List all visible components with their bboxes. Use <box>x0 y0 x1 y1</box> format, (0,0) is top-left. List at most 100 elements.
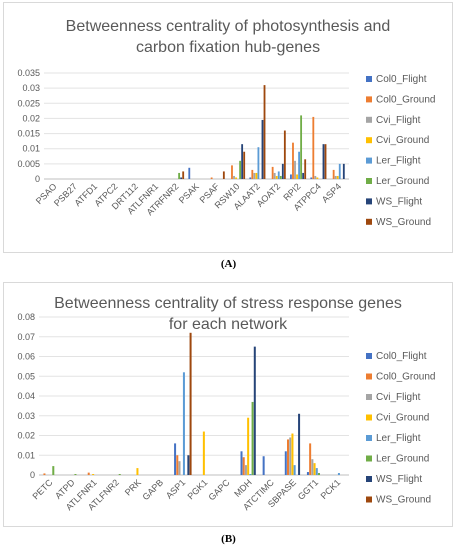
bar <box>182 372 185 475</box>
bar <box>243 151 246 179</box>
bar <box>289 437 292 475</box>
bar <box>247 417 250 475</box>
bar <box>298 413 301 475</box>
chart-title-line1: Betweenness centrality of stress respons… <box>54 295 402 312</box>
bar <box>241 144 244 179</box>
bar <box>255 172 258 179</box>
chart-title-line2: carbon fixation hub-genes <box>135 39 321 56</box>
x-tick-label: GAPB <box>140 477 165 502</box>
legend-label: Ler_Ground <box>376 176 429 187</box>
legend-swatch <box>366 198 372 205</box>
y-tick-label: 0.005 <box>17 159 40 169</box>
bar <box>271 166 274 179</box>
y-tick-label: 0.05 <box>17 371 35 381</box>
bar <box>337 473 340 475</box>
bar <box>290 174 292 179</box>
x-tick-label: PETC <box>30 477 54 501</box>
x-tick-label: PGK1 <box>185 477 209 501</box>
bar <box>342 163 345 179</box>
legend-label: Ler_Ground <box>376 454 429 465</box>
bar <box>318 473 321 475</box>
bar <box>174 443 177 475</box>
y-tick-label: 0.07 <box>17 332 35 342</box>
legend-swatch <box>366 476 372 482</box>
legend-swatch <box>366 435 372 441</box>
bar <box>43 473 46 475</box>
bar <box>231 165 233 179</box>
legend-swatch <box>366 455 372 462</box>
legend-label: Cvi_Flight <box>376 115 421 126</box>
bar <box>178 461 181 475</box>
x-tick-label: ASP1 <box>164 477 187 500</box>
y-tick-label: 0.01 <box>22 144 40 154</box>
legend-label: WS_Flight <box>376 474 422 485</box>
x-tick-label: PCK1 <box>319 477 343 501</box>
chart-title-line2: for each network <box>168 316 288 333</box>
bar <box>306 472 309 475</box>
bar <box>311 459 314 475</box>
y-tick-label: 0.02 <box>17 431 35 441</box>
chart-title-line1: Betweenness centrality of photosynthesis… <box>65 18 391 35</box>
y-tick-label: 0.01 <box>17 450 35 460</box>
bar <box>309 443 312 475</box>
y-tick-label: 0.025 <box>17 98 40 108</box>
y-tick-label: 0.035 <box>17 68 40 78</box>
bar <box>294 160 296 179</box>
bar <box>262 456 265 475</box>
bar <box>251 169 254 179</box>
legend-label: Col0_Ground <box>376 372 435 383</box>
bar <box>277 171 280 179</box>
x-tick-label: GGT1 <box>296 477 320 501</box>
bar <box>279 175 282 179</box>
bar <box>275 175 278 179</box>
bar <box>291 433 294 475</box>
bar <box>188 167 191 179</box>
bar <box>235 177 237 179</box>
bar <box>87 472 90 475</box>
bar <box>284 451 287 475</box>
bar <box>263 85 266 179</box>
legend-label: Ler_Flight <box>376 156 421 167</box>
y-tick-label: 0 <box>30 470 35 480</box>
y-tick-label: 0.03 <box>17 411 35 421</box>
bar <box>202 431 205 475</box>
bar <box>283 130 286 179</box>
legend-label: WS_Ground <box>376 495 431 506</box>
legend-swatch <box>366 373 372 380</box>
bar <box>332 169 335 179</box>
legend-swatch <box>366 353 372 359</box>
legend-swatch <box>366 137 372 144</box>
bar <box>136 468 139 475</box>
bar <box>296 174 298 179</box>
chart-a-plot: 00.0050.010.0150.020.0250.030.035PSAOPSB… <box>17 68 435 228</box>
x-tick-label: PSAK <box>177 181 201 205</box>
bar <box>187 455 190 475</box>
legend-label: Cvi_Ground <box>376 413 429 424</box>
bar <box>315 468 318 475</box>
bar <box>302 172 305 179</box>
bar <box>244 465 247 476</box>
bar <box>182 171 185 179</box>
legend-swatch <box>366 394 372 400</box>
bar <box>222 171 225 179</box>
bar <box>287 439 290 475</box>
bar <box>324 144 327 179</box>
y-tick-label: 0.08 <box>17 312 35 322</box>
bar <box>322 144 325 179</box>
bar <box>293 465 296 476</box>
legend-swatch <box>366 178 372 184</box>
bar <box>298 151 300 179</box>
legend-swatch <box>366 414 372 421</box>
bar <box>261 119 264 179</box>
bar <box>240 451 243 475</box>
bar <box>242 457 245 475</box>
y-tick-label: 0.015 <box>17 129 40 139</box>
bar <box>281 163 284 179</box>
legend-label: Cvi_Flight <box>376 392 421 403</box>
legend-swatch <box>366 96 372 103</box>
bar <box>253 172 256 179</box>
legend-label: Ler_Flight <box>376 433 421 444</box>
legend-swatch <box>366 157 372 164</box>
bar <box>249 474 252 475</box>
legend-label: WS_Flight <box>376 196 422 207</box>
